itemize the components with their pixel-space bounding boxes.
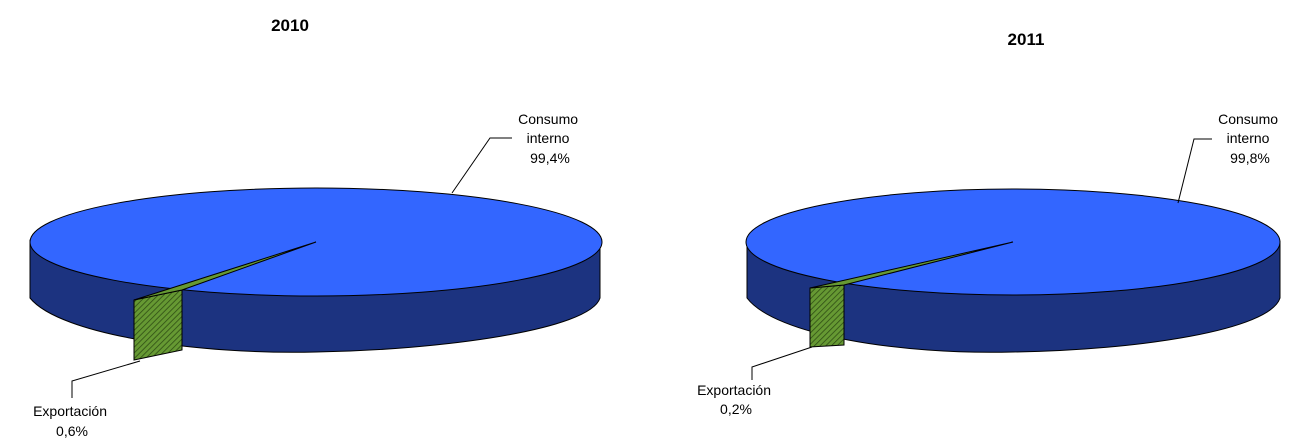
pie-side-exportacion-2011 (809, 284, 845, 348)
pie-chart-2011: 2011 Consumo interno 99,8% Exportación 0… (697, 30, 1282, 417)
leader-line-exportacion-2010 (71, 360, 141, 398)
data-label-consumo-interno-2011: Consumo interno 99,8% (1218, 111, 1282, 166)
leader-line-consumo-interno-2010 (451, 137, 512, 194)
chart-title-2011: 2011 (1008, 30, 1045, 49)
leader-line-exportacion-2011 (751, 346, 813, 380)
pie-top-exportacion-2011 (809, 241, 1014, 289)
data-label-exportacion-2011: Exportación 0,2% (697, 382, 775, 417)
chart-title-2010: 2010 (271, 16, 309, 35)
pie-chart-2010: 2010 Consumo interno 99,4% Exportación 0… (29, 16, 603, 439)
pie-side-exportacion-2010 (133, 289, 183, 361)
leader-line-consumo-interno-2011 (1177, 138, 1212, 204)
data-label-consumo-interno-2010: Consumo interno 99,4% (518, 111, 582, 166)
data-label-exportacion-2010: Exportación 0,6% (33, 403, 111, 439)
pie-top-exportacion-2010 (133, 241, 317, 301)
